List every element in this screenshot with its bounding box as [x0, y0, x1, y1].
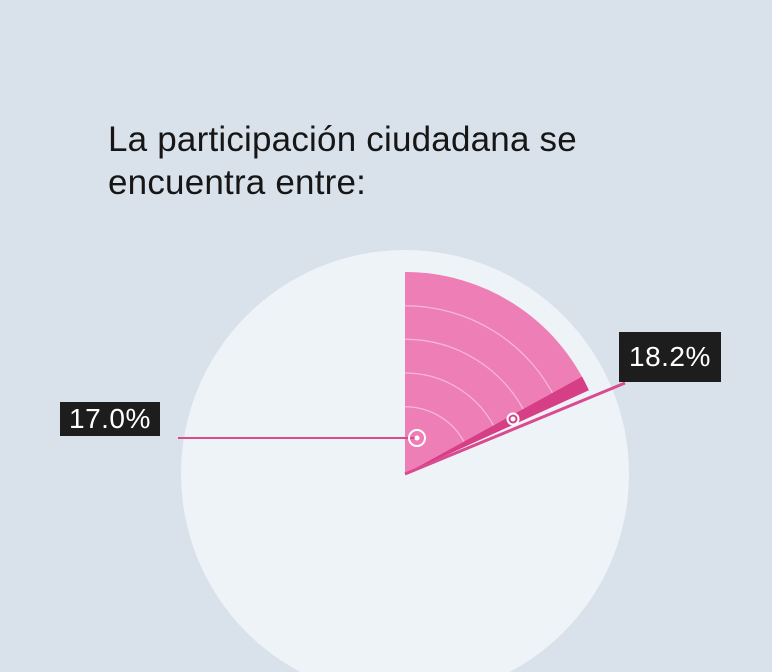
range-band: [405, 376, 589, 474]
callout-17-label: 17.0%: [69, 403, 151, 434]
marker-17: [408, 429, 426, 447]
highlight-sector: [405, 272, 589, 474]
chart-title-line-1: La participación ciudadana se: [108, 120, 577, 159]
marker-18-2-dot: [510, 416, 516, 422]
callout-17: 17.0%: [60, 402, 160, 436]
radial-ring: [404, 372, 497, 430]
chart-title-line-2: encuentra entre:: [108, 163, 367, 202]
radial-ring: [404, 305, 557, 401]
marker-17-dot: [414, 435, 420, 441]
marker-17-outer: [408, 429, 426, 447]
radial-ring: [404, 338, 527, 416]
leader-line-18-2: [404, 381, 626, 476]
marker-18-2-outer: [506, 412, 520, 426]
callout-18-2-label: 18.2%: [629, 341, 711, 372]
radial-rings: [404, 305, 557, 445]
callout-18-2: 18.2%: [619, 332, 721, 382]
radial-ring: [404, 406, 466, 445]
marker-18-2: [506, 412, 520, 426]
chart-title: La participación ciudadana se encuentra …: [108, 118, 728, 204]
